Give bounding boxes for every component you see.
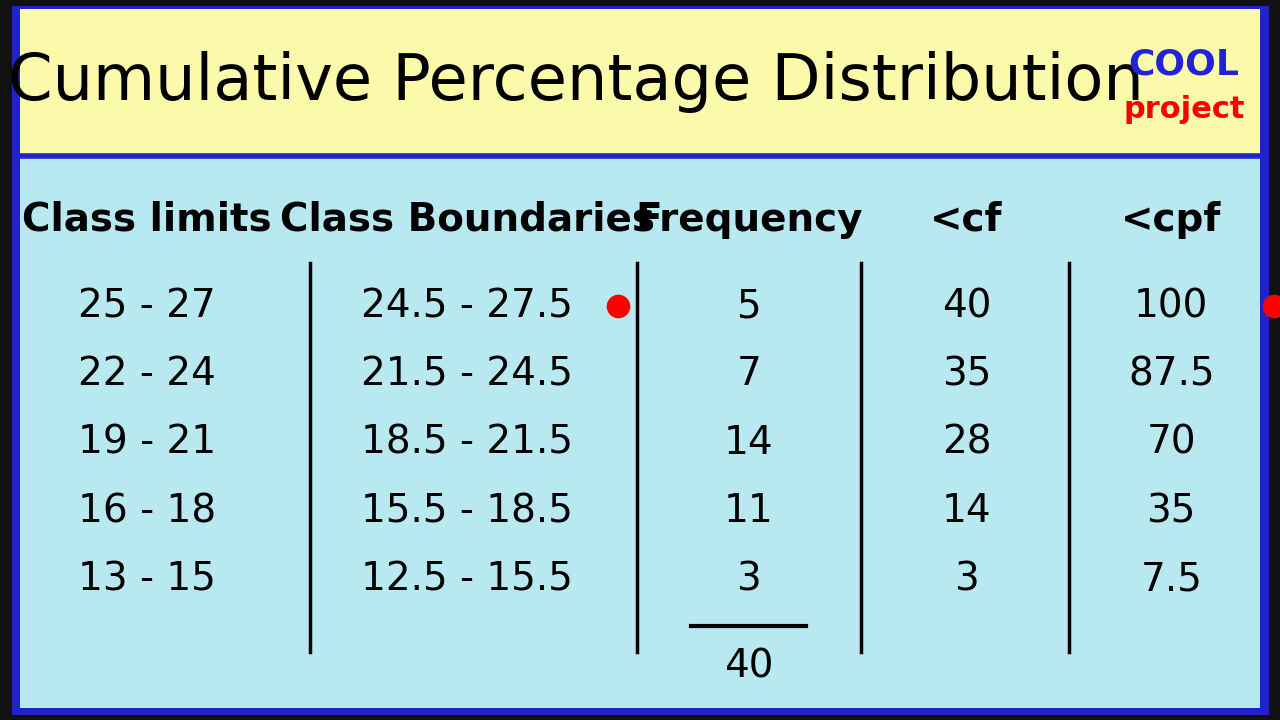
Text: 70: 70 — [1147, 424, 1196, 462]
Text: 7.5: 7.5 — [1140, 561, 1202, 598]
Text: 100: 100 — [1134, 287, 1208, 325]
Text: Class limits: Class limits — [22, 201, 273, 238]
Text: 7: 7 — [736, 356, 762, 393]
Text: <cf: <cf — [931, 201, 1002, 238]
Text: 22 - 24: 22 - 24 — [78, 356, 216, 393]
Text: 19 - 21: 19 - 21 — [78, 424, 216, 462]
Text: 21.5 - 24.5: 21.5 - 24.5 — [361, 356, 573, 393]
Bar — [20, 9, 1260, 156]
Text: 40: 40 — [942, 287, 991, 325]
Text: 35: 35 — [942, 356, 991, 393]
Text: Cumulative Percentage Distribution: Cumulative Percentage Distribution — [8, 51, 1144, 114]
Text: <cpf: <cpf — [1121, 201, 1221, 238]
Text: 24.5 - 27.5: 24.5 - 27.5 — [361, 287, 573, 325]
Text: 87.5: 87.5 — [1128, 356, 1215, 393]
Text: COOL: COOL — [1129, 48, 1239, 81]
Text: 14: 14 — [724, 424, 773, 462]
Text: 15.5 - 18.5: 15.5 - 18.5 — [361, 492, 573, 530]
Text: 3: 3 — [736, 561, 762, 598]
Text: 3: 3 — [954, 561, 979, 598]
Text: 13 - 15: 13 - 15 — [78, 561, 216, 598]
Bar — [20, 156, 1260, 708]
Text: 25 - 27: 25 - 27 — [78, 287, 216, 325]
Text: 16 - 18: 16 - 18 — [78, 492, 216, 530]
Text: 5: 5 — [736, 287, 762, 325]
Text: 14: 14 — [942, 492, 991, 530]
Text: 11: 11 — [724, 492, 773, 530]
Text: project: project — [1124, 95, 1244, 125]
Text: 35: 35 — [1147, 492, 1196, 530]
Text: 12.5 - 15.5: 12.5 - 15.5 — [361, 561, 573, 598]
Text: Class Boundaries: Class Boundaries — [280, 201, 654, 238]
Text: 40: 40 — [724, 647, 773, 685]
Text: 18.5 - 21.5: 18.5 - 21.5 — [361, 424, 573, 462]
Text: Frequency: Frequency — [635, 201, 863, 238]
Text: 28: 28 — [942, 424, 991, 462]
